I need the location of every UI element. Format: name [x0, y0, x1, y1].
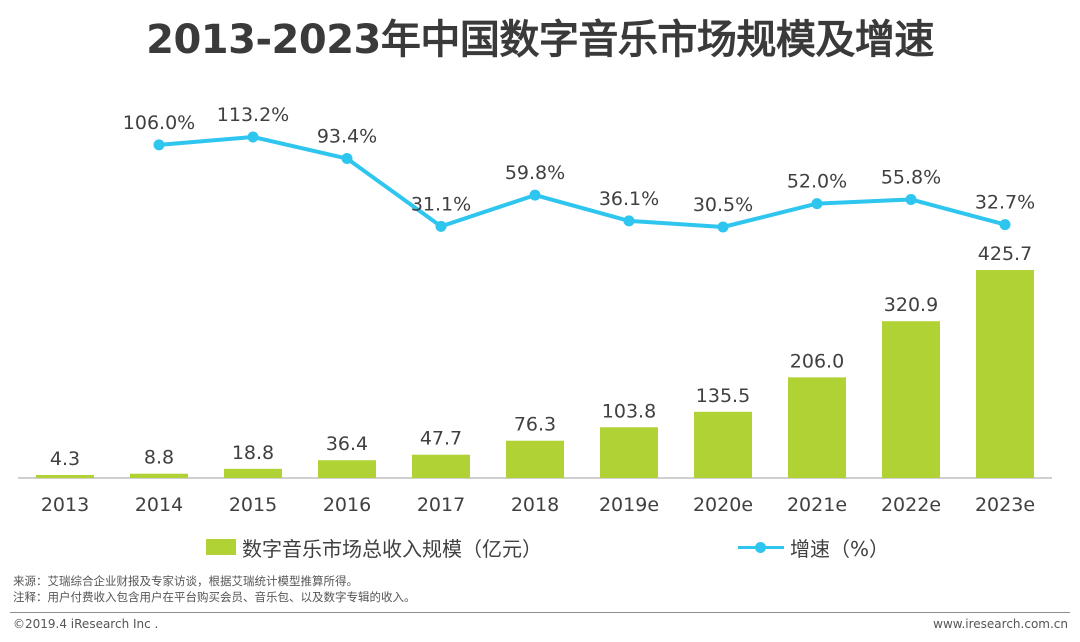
bar	[130, 473, 188, 478]
bar-value-label: 320.9	[884, 294, 938, 316]
x-tick-label: 2013	[41, 494, 89, 516]
growth-point	[717, 221, 729, 233]
x-tick-label: 2022e	[881, 494, 941, 516]
growth-value-label: 30.5%	[693, 194, 753, 216]
growth-value-label: 59.8%	[505, 162, 565, 184]
bar	[788, 377, 846, 478]
growth-line	[158, 135, 1006, 229]
x-tick-label: 2016	[323, 494, 371, 516]
bar	[506, 440, 564, 478]
growth-value-label: 106.0%	[123, 112, 195, 134]
x-tick-label: 2023e	[975, 494, 1035, 516]
x-tick-label: 2014	[135, 494, 183, 516]
bar	[976, 270, 1034, 478]
x-tick-label: 2018	[511, 494, 559, 516]
footer-divider	[10, 612, 1070, 613]
growth-point	[905, 193, 917, 205]
chart-title: 2013-2023年中国数字音乐市场规模及增速	[146, 17, 934, 63]
legend-line-label: 增速（%）	[790, 536, 890, 561]
growth-point	[811, 198, 823, 210]
growth-value-label: 55.8%	[881, 166, 941, 188]
growth-point	[153, 139, 165, 151]
legend-item-line: 增速（%）	[738, 530, 889, 564]
x-tick-label: 2017	[417, 494, 465, 516]
legend-item-bar: 数字音乐市场总收入规模（亿元）	[206, 530, 542, 564]
bar	[318, 460, 376, 478]
growth-point	[247, 131, 259, 143]
growth-value-label: 32.7%	[975, 192, 1035, 214]
bar-value-label: 76.3	[514, 414, 556, 436]
growth-point	[341, 153, 353, 165]
footer-website: www.iresearch.com.cn	[933, 617, 1068, 631]
growth-value-label: 93.4%	[317, 126, 377, 148]
growth-point	[529, 189, 541, 201]
x-tick-label: 2019e	[599, 494, 659, 516]
bar	[412, 454, 470, 478]
chart-plot: 4.3 2013 8.8 2014 18.8 2015 36.4 2016 47.7 2017 76…	[18, 104, 1052, 516]
growth-value-label: 36.1%	[599, 188, 659, 210]
bar	[36, 475, 94, 478]
source-note: 来源：艾瑞综合企业财报及专家访谈，根据艾瑞统计模型推算所得。	[13, 574, 358, 588]
growth-point	[999, 219, 1011, 231]
bar	[224, 468, 282, 478]
bar-value-label: 206.0	[790, 350, 844, 372]
bar-value-label: 425.7	[978, 243, 1032, 265]
bar-value-label: 135.5	[696, 385, 750, 407]
x-tick-label: 2021e	[787, 494, 847, 516]
legend-line-swatch	[738, 539, 784, 555]
growth-value-label: 113.2%	[217, 104, 289, 126]
growth-point	[623, 215, 635, 227]
bar	[600, 427, 658, 478]
legend-bar-label: 数字音乐市场总收入规模（亿元）	[242, 536, 542, 561]
bar-value-label: 8.8	[144, 447, 174, 469]
x-tick-label: 2015	[229, 494, 277, 516]
bar-value-label: 4.3	[50, 448, 80, 470]
bar	[882, 321, 940, 478]
legend-bar-swatch	[206, 539, 236, 555]
annotation-note: 注释：用户付费收入包含用户在平台购买会员、音乐包、以及数字专辑的收入。	[13, 590, 416, 604]
chart-notes: 来源：艾瑞综合企业财报及专家访谈，根据艾瑞统计模型推算所得。 注释：用户付费收入…	[13, 573, 416, 605]
bar-value-label: 47.7	[420, 428, 462, 450]
bar	[694, 411, 752, 478]
bar-value-label: 36.4	[326, 433, 368, 455]
bar-value-label: 103.8	[602, 400, 656, 422]
growth-point	[435, 220, 447, 232]
x-tick-label: 2020e	[693, 494, 753, 516]
growth-value-label: 52.0%	[787, 171, 847, 193]
footer-copyright: ©2019.4 iResearch Inc .	[13, 617, 159, 631]
growth-value-label: 31.1%	[411, 193, 471, 215]
bar-value-label: 18.8	[232, 442, 274, 464]
